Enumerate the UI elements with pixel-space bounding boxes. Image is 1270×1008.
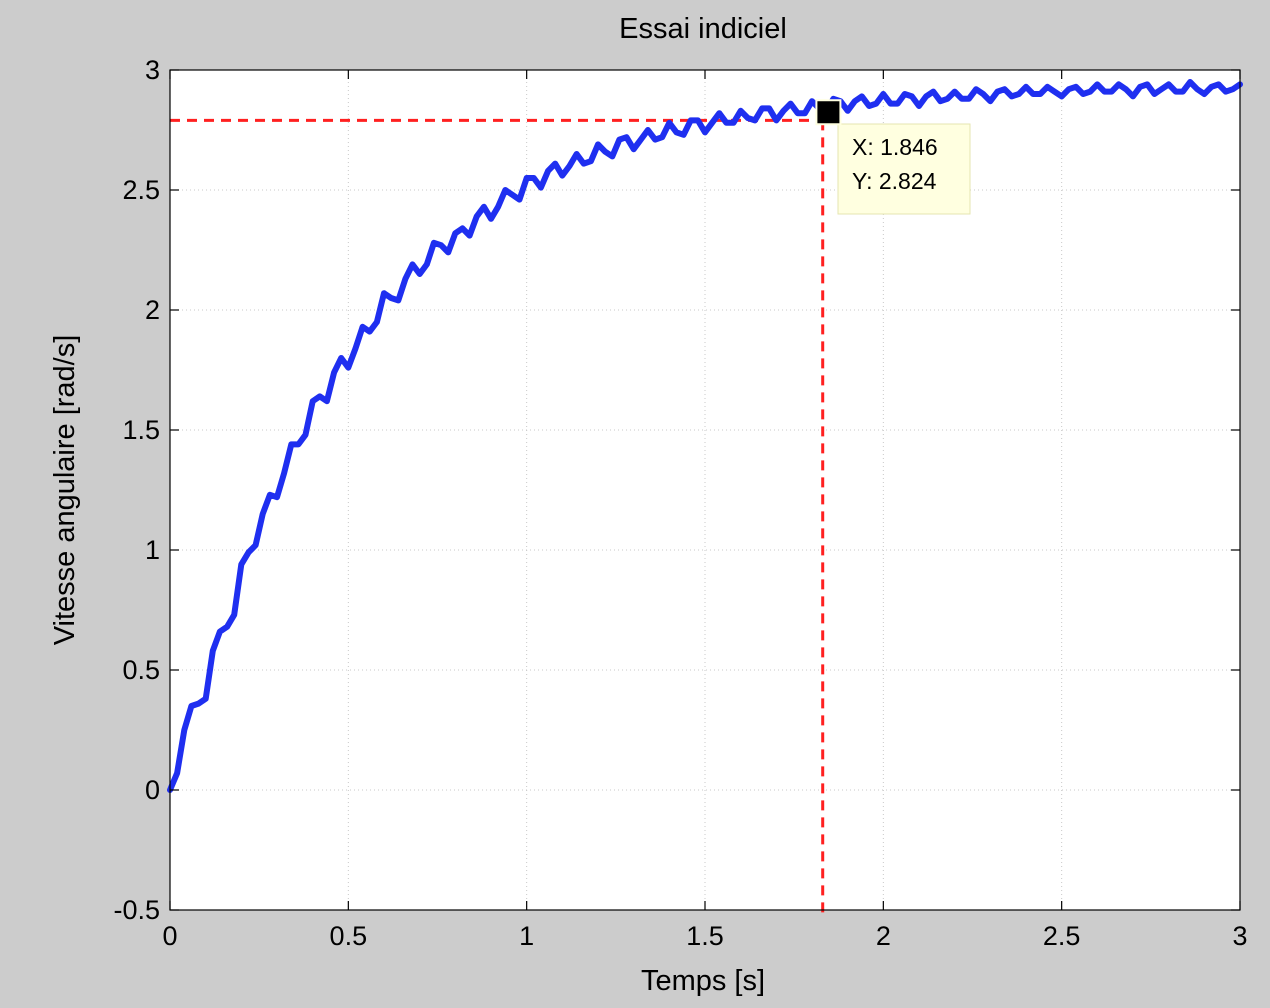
x-tick-label: 1.5	[686, 921, 724, 951]
y-axis-label: Vitesse angulaire [rad/s]	[49, 335, 81, 646]
datatip-box[interactable]	[837, 123, 971, 215]
reference-lines	[170, 118, 825, 918]
y-tick-label: 0	[145, 775, 160, 805]
x-tick-label: 0.5	[330, 921, 368, 951]
y-tick-label: 1.5	[122, 415, 160, 445]
x-tick-label: 0	[162, 921, 177, 951]
y-tick-label: 0.5	[122, 655, 160, 685]
datatip-y-label: Y: 2.824	[852, 168, 937, 194]
datatip-marker[interactable]	[815, 99, 842, 126]
axis-ticks: 0 0.5 1 1.5 2 2.5 3-0.500.511.522.53	[113, 55, 1247, 951]
y-tick-label: 2.5	[122, 175, 160, 205]
chart-title: Essai indiciel	[619, 13, 787, 45]
y-tick-label: 3	[145, 55, 160, 85]
x-axis-label: Temps [s]	[641, 965, 765, 997]
y-tick-label: -0.5	[113, 895, 160, 925]
series-line	[167, 79, 1243, 793]
datatip[interactable]: X: 1.846 Y: 2.824	[815, 99, 971, 215]
x-tick-label: 3	[1232, 921, 1247, 951]
datatip-x-label: X: 1.846	[852, 134, 938, 160]
y-tick-label: 2	[145, 295, 160, 325]
data-series	[167, 79, 1243, 793]
y-tick-label: 1	[145, 535, 160, 565]
x-tick-label: 2	[876, 921, 891, 951]
x-tick-label: 2.5	[1043, 921, 1081, 951]
x-tick-label: 1	[519, 921, 534, 951]
